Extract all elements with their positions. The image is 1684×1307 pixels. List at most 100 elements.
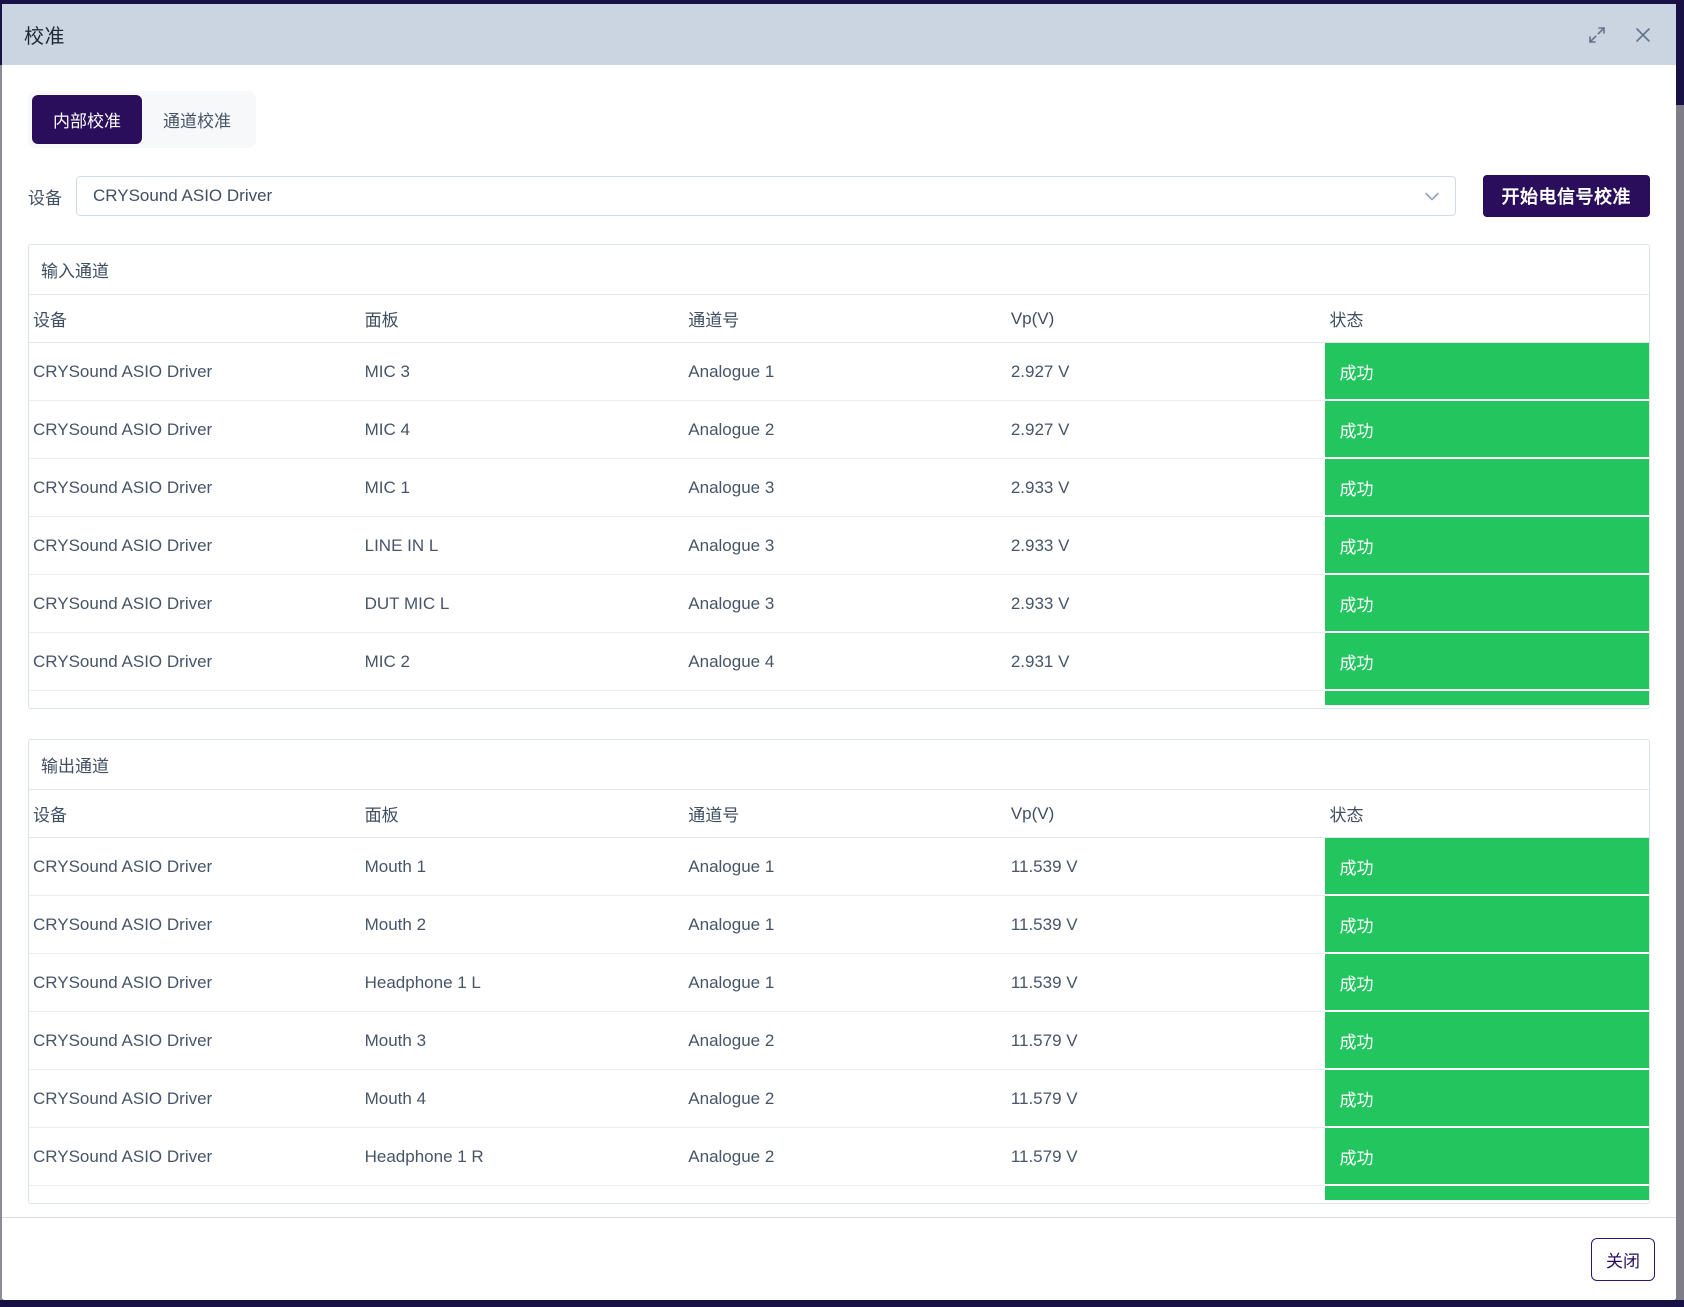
cell-vp: 11.539 V — [1006, 896, 1326, 954]
cell-device: CRYSound ASIO Driver — [29, 517, 361, 575]
input-section-title: 输入通道 — [29, 245, 1649, 295]
clipped-next-row — [29, 691, 1649, 705]
cell-channel: Analogue 2 — [684, 1128, 1007, 1186]
cell-channel: Analogue 3 — [684, 459, 1007, 517]
col-header-vp: Vp(V) — [1006, 790, 1326, 838]
cell-panel: Mouth 4 — [360, 1070, 685, 1128]
status-badge: 成功 — [1325, 838, 1649, 896]
dialog-titlebar: 校准 — [2, 4, 1676, 65]
background-app-edge — [1676, 105, 1684, 1300]
col-header-device: 设备 — [29, 790, 361, 838]
cell-panel: MIC 4 — [360, 401, 685, 459]
clipped-status-cell — [1325, 1186, 1649, 1200]
cell-device: CRYSound ASIO Driver — [29, 1070, 361, 1128]
col-header-status: 状态 — [1325, 295, 1649, 343]
cell-device: CRYSound ASIO Driver — [29, 401, 361, 459]
table-row: CRYSound ASIO Driver Headphone 1 L Analogu… — [29, 954, 1649, 1012]
table-row: CRYSound ASIO Driver Mouth 2 Analogue 1 11.… — [29, 896, 1649, 954]
status-badge: 成功 — [1325, 633, 1649, 691]
cell-channel: Analogue 2 — [684, 1070, 1007, 1128]
table-row: CRYSound ASIO Driver MIC 1 Analogue 3 2.933… — [29, 459, 1649, 517]
status-badge: 成功 — [1325, 517, 1649, 575]
calibration-dialog: 校准 内部校准 通道校准 设备 CRYSound ASIO Driver — [2, 4, 1676, 1300]
cell-device: CRYSound ASIO Driver — [29, 343, 361, 401]
col-header-channel: 通道号 — [684, 790, 1007, 838]
cell-channel: Analogue 1 — [684, 343, 1007, 401]
cell-panel: Mouth 2 — [360, 896, 685, 954]
table-row: CRYSound ASIO Driver Headphone 1 R Analogu… — [29, 1128, 1649, 1186]
cell-channel: Analogue 1 — [684, 896, 1007, 954]
input-channels-section: 输入通道 设备 面板 通道号 Vp(V) 状态 CRYSound ASIO Dr… — [28, 244, 1650, 709]
cell-device: CRYSound ASIO Driver — [29, 1128, 361, 1186]
cell-vp: 11.579 V — [1006, 1012, 1326, 1070]
table-row: CRYSound ASIO Driver MIC 4 Analogue 2 2.927… — [29, 401, 1649, 459]
cell-panel: MIC 3 — [360, 343, 685, 401]
cell-panel: Headphone 1 R — [360, 1128, 685, 1186]
cell-channel: Analogue 4 — [684, 633, 1007, 691]
cell-panel: Mouth 1 — [360, 838, 685, 896]
cell-channel: Analogue 1 — [684, 954, 1007, 1012]
table-header-row: 设备 面板 通道号 Vp(V) 状态 — [29, 295, 1649, 343]
table-row: CRYSound ASIO Driver Mouth 4 Analogue 2 11.… — [29, 1070, 1649, 1128]
cell-panel: DUT MIC L — [360, 575, 685, 633]
cell-channel: Analogue 1 — [684, 838, 1007, 896]
status-badge: 成功 — [1325, 1012, 1649, 1070]
status-badge: 成功 — [1325, 459, 1649, 517]
dialog-body: 内部校准 通道校准 设备 CRYSound ASIO Driver 开始电信号校… — [2, 65, 1676, 1217]
cell-vp: 11.579 V — [1006, 1128, 1326, 1186]
cell-panel: Headphone 1 L — [360, 954, 685, 1012]
cell-panel: LINE IN L — [360, 517, 685, 575]
table-header-row: 设备 面板 通道号 Vp(V) 状态 — [29, 790, 1649, 838]
cell-vp: 11.579 V — [1006, 1070, 1326, 1128]
expand-icon[interactable] — [1586, 24, 1608, 46]
cell-vp: 2.927 V — [1006, 401, 1326, 459]
status-badge: 成功 — [1325, 575, 1649, 633]
cell-channel: Analogue 3 — [684, 575, 1007, 633]
cell-device: CRYSound ASIO Driver — [29, 954, 361, 1012]
status-badge: 成功 — [1325, 401, 1649, 459]
clipped-next-row — [29, 1186, 1649, 1200]
cell-channel: Analogue 2 — [684, 1012, 1007, 1070]
start-signal-calibration-button[interactable]: 开始电信号校准 — [1482, 175, 1650, 217]
output-channels-table: 设备 面板 通道号 Vp(V) 状态 CRYSound ASIO Driver M… — [29, 790, 1649, 1186]
status-badge: 成功 — [1325, 1070, 1649, 1128]
cell-device: CRYSound ASIO Driver — [29, 633, 361, 691]
col-header-vp: Vp(V) — [1006, 295, 1326, 343]
cell-vp: 2.933 V — [1006, 459, 1326, 517]
cell-vp: 2.927 V — [1006, 343, 1326, 401]
cell-vp: 2.933 V — [1006, 575, 1326, 633]
close-button[interactable]: 关闭 — [1591, 1237, 1655, 1281]
table-row: CRYSound ASIO Driver Mouth 1 Analogue 1 11.… — [29, 838, 1649, 896]
tab-internal-calibration[interactable]: 内部校准 — [32, 95, 142, 144]
col-header-device: 设备 — [29, 295, 361, 343]
table-row: CRYSound ASIO Driver MIC 2 Analogue 4 2.931… — [29, 633, 1649, 691]
clipped-status-cell — [1325, 691, 1649, 705]
status-badge: 成功 — [1325, 954, 1649, 1012]
cell-device: CRYSound ASIO Driver — [29, 838, 361, 896]
cell-panel: MIC 1 — [360, 459, 685, 517]
table-row: CRYSound ASIO Driver Mouth 3 Analogue 2 11.… — [29, 1012, 1649, 1070]
col-header-channel: 通道号 — [684, 295, 1007, 343]
calibration-tabs: 内部校准 通道校准 — [28, 91, 256, 148]
tab-channel-calibration[interactable]: 通道校准 — [142, 95, 252, 144]
status-badge: 成功 — [1325, 343, 1649, 401]
cell-vp: 11.539 V — [1006, 954, 1326, 1012]
device-row: 设备 CRYSound ASIO Driver 开始电信号校准 — [28, 175, 1650, 217]
cell-device: CRYSound ASIO Driver — [29, 575, 361, 633]
device-select[interactable]: CRYSound ASIO Driver — [76, 176, 1456, 216]
status-badge: 成功 — [1325, 1128, 1649, 1186]
cell-vp: 11.539 V — [1006, 838, 1326, 896]
device-select-value: CRYSound ASIO Driver — [93, 186, 273, 205]
status-badge: 成功 — [1325, 896, 1649, 954]
cell-device: CRYSound ASIO Driver — [29, 459, 361, 517]
dialog-title: 校准 — [24, 26, 65, 48]
close-icon[interactable] — [1632, 24, 1654, 46]
cell-channel: Analogue 2 — [684, 401, 1007, 459]
cell-vp: 2.933 V — [1006, 517, 1326, 575]
table-row: CRYSound ASIO Driver MIC 3 Analogue 1 2.927… — [29, 343, 1649, 401]
chevron-down-icon — [1424, 192, 1439, 200]
cell-channel: Analogue 3 — [684, 517, 1007, 575]
input-channels-table: 设备 面板 通道号 Vp(V) 状态 CRYSound ASIO Driver M… — [29, 295, 1649, 691]
